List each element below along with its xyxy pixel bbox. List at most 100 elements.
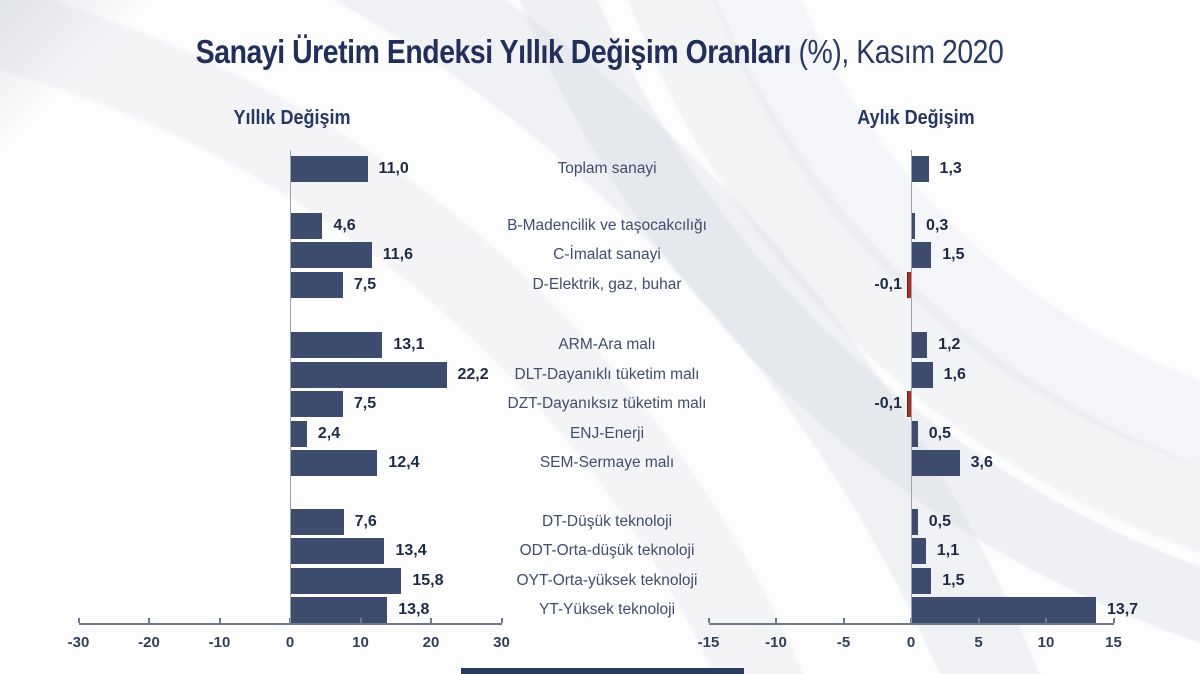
category-label: C-İmalat sanayi — [553, 246, 661, 263]
annual-chart-bar — [290, 212, 323, 239]
category-label: YT-Yüksek teknoloji — [538, 601, 676, 618]
category-label: Toplam sanayi — [557, 160, 657, 177]
category-label: ARM-Ara malı — [558, 336, 656, 353]
axis-tick-label: 10 — [352, 634, 369, 651]
annual-bar-value: 7,5 — [353, 395, 377, 412]
monthly-bar-value: 0,5 — [928, 424, 951, 442]
axis-tick — [842, 618, 845, 623]
axis-tick-label: 5 — [974, 634, 983, 651]
monthly-chart-bar — [911, 156, 929, 182]
category-label: DLT-Dayanıklı tüketim malı — [514, 365, 700, 383]
monthly-chart-bar — [911, 420, 918, 447]
category-label: DT-Düşük teknoloji — [541, 512, 673, 530]
category-label: SEM-Sermaye malı — [539, 454, 675, 471]
zero-line — [290, 150, 291, 623]
monthly-bar-value: 1,3 — [939, 160, 962, 177]
monthly-bar-value: 0,3 — [926, 216, 949, 234]
axis-tick-label: 15 — [1105, 634, 1122, 651]
page-title: Sanayi Üretim Endeksi Yıllık Değişim Ora… — [0, 33, 1200, 71]
footer-accent-bar — [461, 668, 744, 674]
monthly-chart-bar — [911, 538, 926, 564]
axis-tick-label: -30 — [67, 634, 90, 651]
axis-tick-label: -5 — [836, 634, 851, 651]
annual-chart-bar — [290, 332, 383, 358]
axis-tick — [977, 618, 980, 623]
axis-tick — [1045, 618, 1047, 623]
monthly-chart-bar — [907, 271, 912, 298]
monthly-bar-value: 1,1 — [936, 542, 960, 559]
category-label: ODT-Orta-düşük teknoloji — [519, 542, 695, 559]
annual-bar-value: 2,4 — [317, 424, 341, 442]
monthly-chart-bar — [911, 212, 916, 239]
monthly-chart-bar — [911, 508, 918, 535]
annual-chart-bar — [290, 271, 343, 298]
axis-tick — [218, 618, 221, 623]
monthly-bar-value: -0,1 — [874, 275, 902, 293]
annual-bar-value: 11,6 — [382, 246, 414, 263]
monthly-chart-bar — [911, 597, 1096, 623]
annual-bar-value: 13,8 — [398, 601, 430, 618]
monthly-bar-value: 1,2 — [938, 336, 961, 353]
monthly-bar-value: 1,5 — [942, 571, 965, 589]
annual-bar-value: 15,8 — [412, 571, 444, 589]
monthly-bar-value: 13,7 — [1106, 601, 1139, 618]
annual-chart-bar — [290, 361, 447, 388]
annual-chart-bar — [290, 156, 368, 182]
category-label: DZT-Dayanıksız tüketim malı — [507, 395, 707, 412]
annual-chart-bar — [290, 597, 388, 623]
axis-tick — [359, 618, 362, 623]
axis-tick — [1112, 618, 1115, 623]
axis-tick — [430, 618, 432, 623]
annual-bar-value: 13,1 — [393, 336, 425, 353]
monthly-bar-value: 3,6 — [970, 454, 993, 471]
annual-chart-bar — [290, 242, 372, 268]
axis-line — [708, 623, 1114, 625]
zero-line — [911, 150, 912, 623]
monthly-bar-value: -0,1 — [874, 395, 902, 412]
axis-line — [78, 623, 502, 625]
title-suffix: (%), Kasım 2020 — [791, 33, 1004, 70]
axis-tick-label: 20 — [422, 634, 440, 651]
monthly-chart-bar — [911, 450, 960, 476]
monthly-chart-bar — [911, 567, 932, 594]
title-main: Sanayi Üretim Endeksi Yıllık Değişim Ora… — [196, 33, 792, 70]
axis-tick-label: -15 — [697, 634, 720, 651]
axis-tick-label: 0 — [906, 634, 916, 651]
monthly-chart-bar — [911, 361, 933, 388]
annual-chart-title: Yıllık Değişim — [233, 107, 351, 129]
monthly-bar-value: 0,5 — [928, 512, 951, 530]
annual-chart-bar — [290, 567, 402, 594]
axis-tick — [775, 618, 777, 623]
annual-bar-value: 22,2 — [457, 365, 489, 383]
axis-tick — [707, 618, 710, 623]
category-label: OYT-Orta-yüksek teknoloji — [516, 571, 698, 589]
monthly-chart-bar — [911, 242, 932, 268]
axis-tick — [77, 618, 80, 623]
axis-tick-label: -10 — [208, 634, 231, 651]
axis-tick — [500, 618, 503, 623]
category-label: D-Elektrik, gaz, buhar — [532, 275, 682, 293]
annual-bar-value: 4,6 — [333, 216, 356, 234]
monthly-bar-value: 1,6 — [943, 365, 966, 383]
monthly-chart-bar — [911, 332, 928, 358]
axis-tick-label: -10 — [765, 634, 787, 651]
axis-tick-label: 10 — [1037, 634, 1055, 651]
annual-chart-bar — [290, 391, 343, 417]
axis-tick-label: 0 — [285, 634, 295, 651]
annual-bar-value: 7,5 — [353, 275, 377, 293]
annual-bar-value: 11,0 — [378, 160, 409, 177]
monthly-chart-title: Aylık Değişim — [857, 107, 975, 129]
monthly-bar-value: 1,5 — [942, 246, 965, 263]
axis-tick-label: 30 — [493, 634, 510, 651]
category-label: B-Madencilik ve taşocakcılığı — [507, 216, 707, 234]
annual-bar-value: 7,6 — [354, 512, 377, 530]
axis-tick-label: -20 — [138, 634, 160, 651]
annual-bar-value: 12,4 — [388, 454, 420, 471]
annual-chart-bar — [290, 538, 385, 564]
annual-chart-bar — [290, 450, 378, 476]
axis-tick — [148, 618, 150, 623]
category-label: ENJ-Enerji — [569, 424, 645, 442]
annual-bar-value: 13,4 — [395, 542, 427, 559]
monthly-chart-bar — [907, 391, 912, 417]
